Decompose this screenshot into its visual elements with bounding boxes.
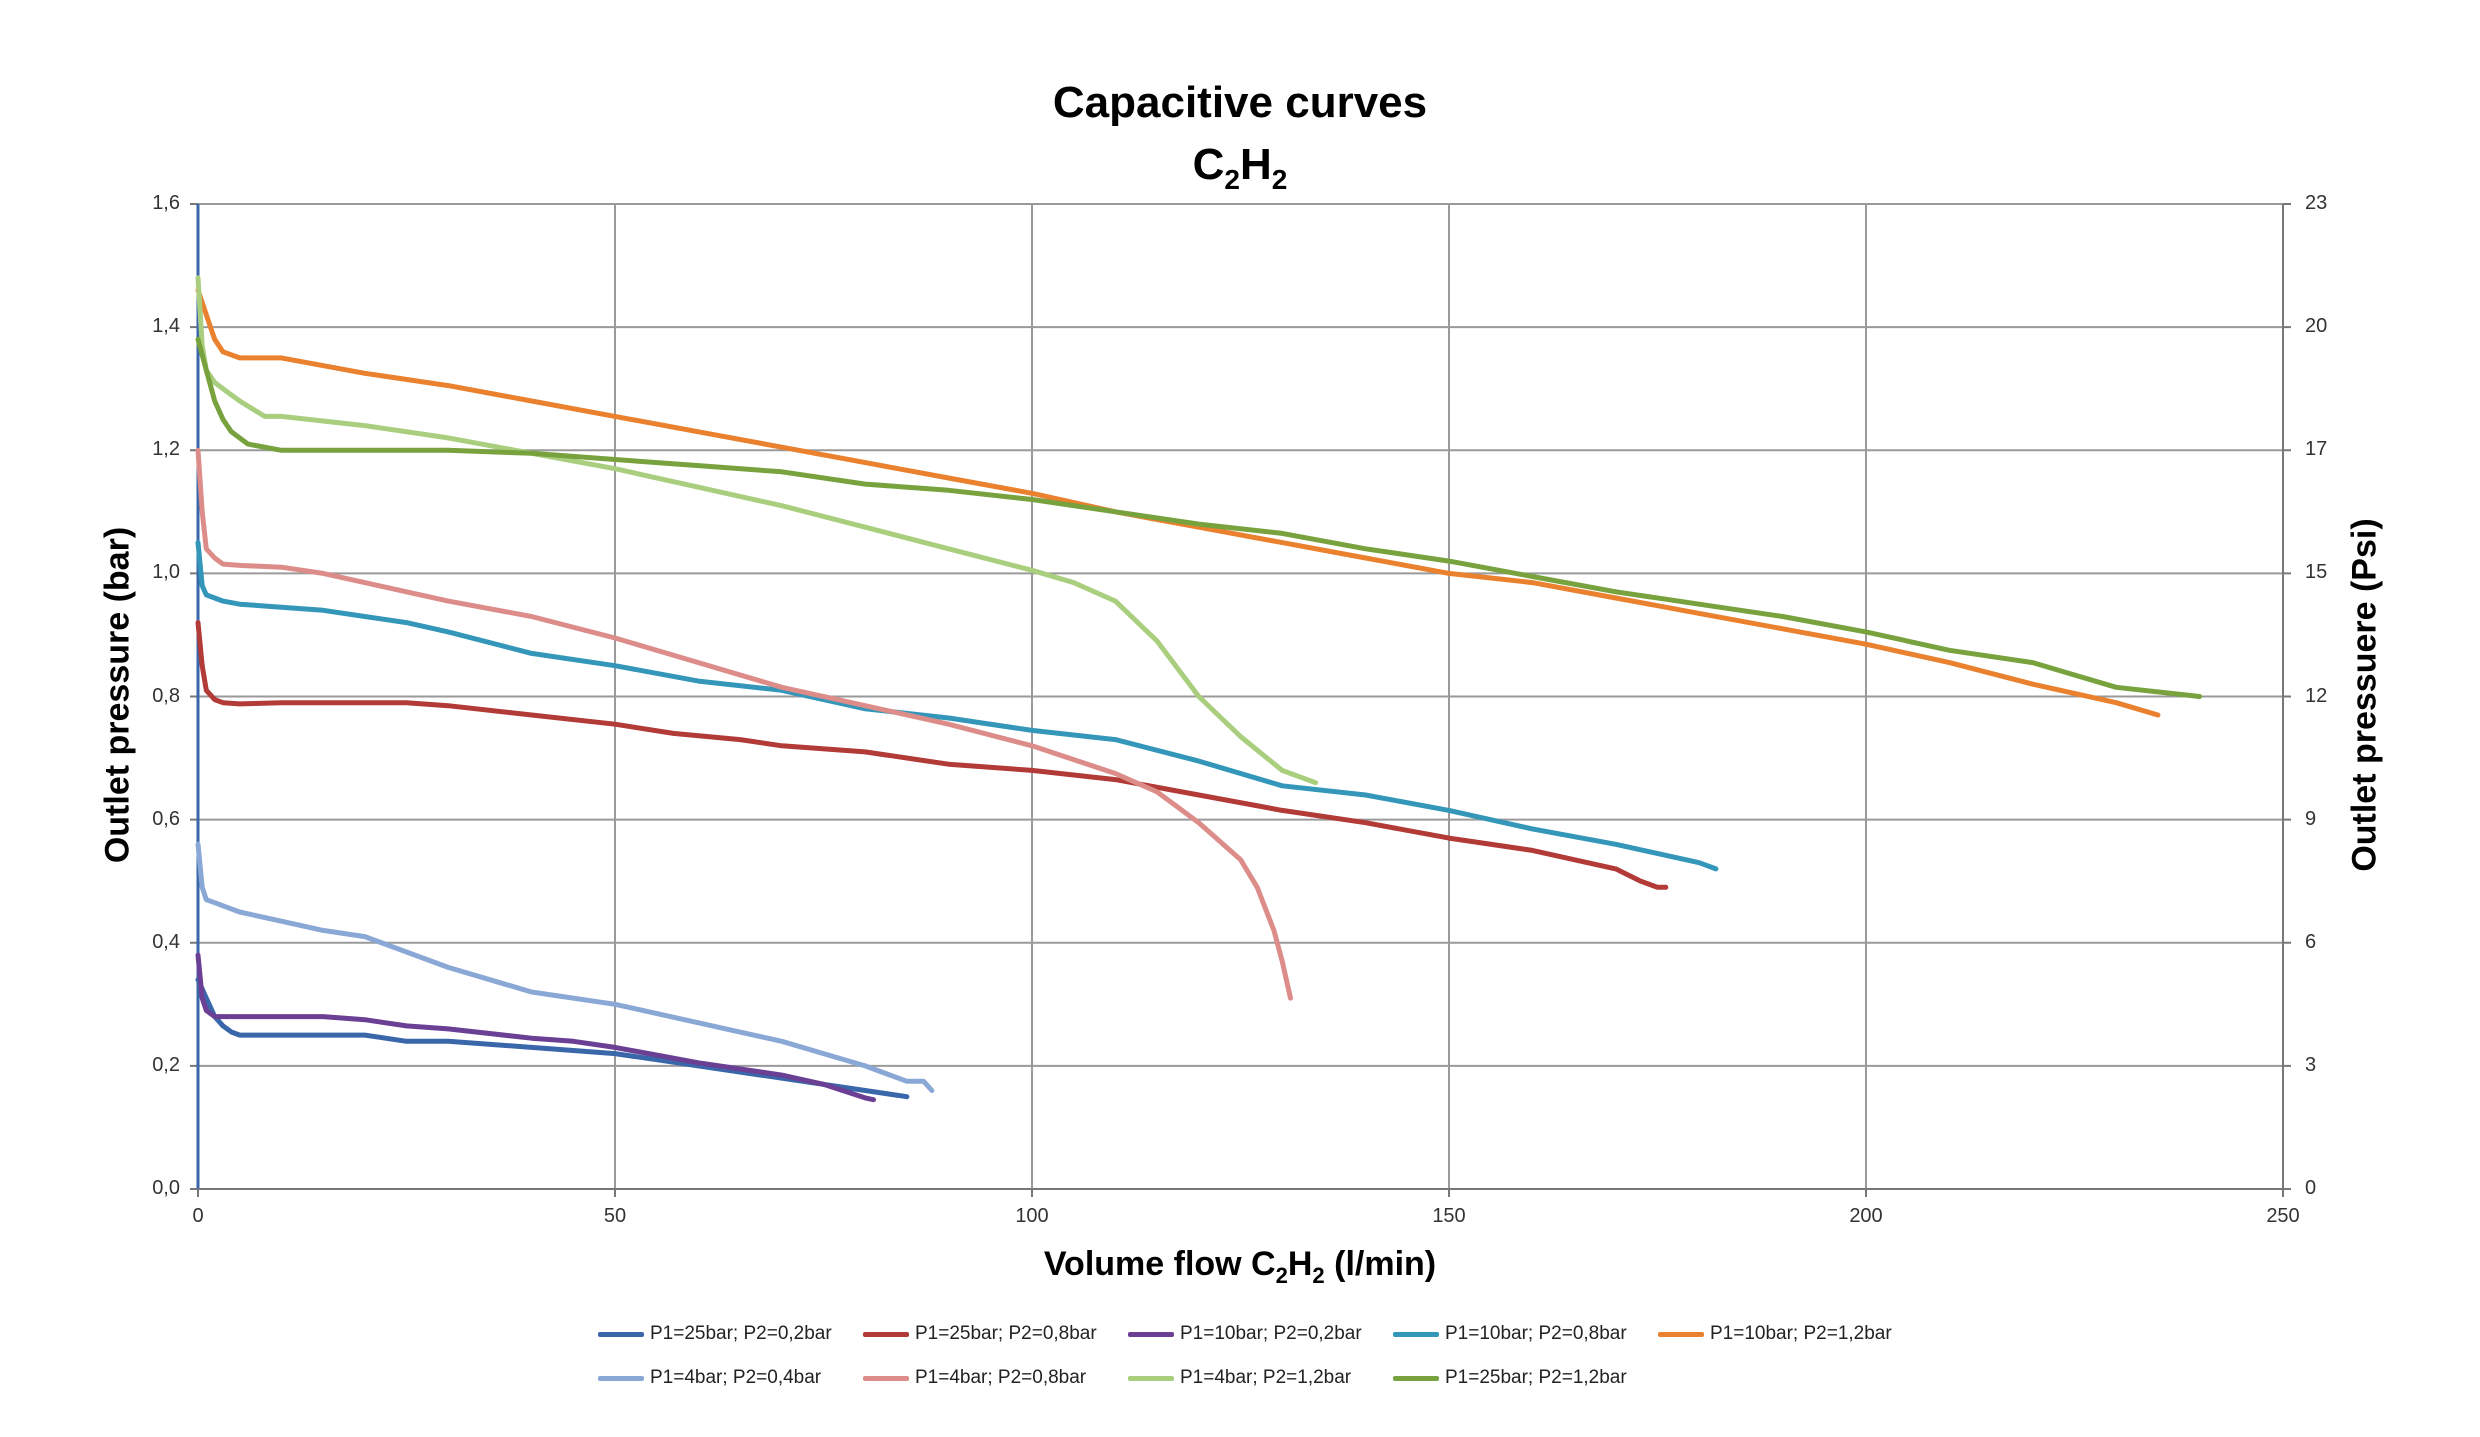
chart-title: Capacitive curves bbox=[1052, 78, 1428, 127]
y-tick-label: 0,2 bbox=[152, 1053, 180, 1076]
legend-swatch bbox=[598, 1375, 644, 1381]
legend-item: P1=25bar; P2=1,2bar bbox=[1393, 1367, 1658, 1389]
x-axis-title: Volume flow C2H2 (l/min) bbox=[1043, 1245, 1437, 1288]
series-line-5 bbox=[195, 287, 2161, 718]
y-tick-label: 1,2 bbox=[152, 438, 180, 461]
legend-item: P1=25bar; P2=0,8bar bbox=[863, 1323, 1128, 1345]
y2-tick-label: 15 bbox=[2305, 561, 2328, 584]
legend-row: P1=4bar; P2=0,4bar P1=4bar; P2=0,8bar P1=4… bbox=[598, 1356, 1998, 1400]
series-line-6 bbox=[195, 841, 935, 1093]
legend-swatch bbox=[1128, 1375, 1174, 1381]
legend-item: P1=10bar; P2=0,2bar bbox=[1128, 1323, 1393, 1345]
series-line-8 bbox=[195, 275, 1319, 786]
legend-item: P1=4bar; P2=0,4bar bbox=[598, 1367, 863, 1389]
legend-swatch bbox=[598, 1331, 644, 1337]
legend-item: P1=10bar; P2=0,8bar bbox=[1393, 1323, 1658, 1345]
y2-tick-label: 12 bbox=[2305, 684, 2328, 707]
legend-item: P1=25bar; P2=0,2bar bbox=[598, 1323, 863, 1345]
legend-label: P1=10bar; P2=1,2bar bbox=[1710, 1323, 1892, 1344]
chart-subtitle: C2H2 bbox=[1192, 140, 1288, 195]
y-tick-label: 1,6 bbox=[152, 192, 180, 214]
y-tick-label: 0,8 bbox=[152, 684, 180, 707]
x-tick-label: 150 bbox=[1432, 1205, 1466, 1227]
y-tick-label: 0,4 bbox=[152, 930, 180, 953]
legend-label: P1=4bar; P2=1,2bar bbox=[1180, 1367, 1352, 1388]
y2-tick-label: 17 bbox=[2305, 438, 2328, 461]
y2-axis-title: Outlet pressuere (Psi) bbox=[2345, 518, 2384, 872]
legend-item: P1=4bar; P2=0,8bar bbox=[863, 1367, 1128, 1389]
y-tick-label: 0,6 bbox=[152, 807, 180, 830]
series-line-7 bbox=[195, 447, 1293, 1001]
y2-tick-label: 3 bbox=[2305, 1053, 2317, 1076]
y-axis-title: Outlet pressure (bar) bbox=[98, 526, 137, 864]
legend-row: P1=25bar; P2=0,2bar P1=25bar; P2=0,8bar P1… bbox=[598, 1312, 1998, 1356]
x-tick-label: 100 bbox=[1015, 1205, 1049, 1227]
y2-tick-label: 0 bbox=[2305, 1177, 2317, 1199]
legend-swatch bbox=[863, 1375, 909, 1381]
legend-label: P1=25bar; P2=0,2bar bbox=[650, 1323, 832, 1344]
legend-item: P1=10bar; P2=1,2bar bbox=[1658, 1323, 1923, 1345]
series-line-2 bbox=[195, 620, 1669, 890]
x-tick-label: 250 bbox=[2266, 1205, 2300, 1227]
legend-swatch bbox=[1393, 1331, 1439, 1337]
y-tick-label: 0,0 bbox=[152, 1177, 180, 1199]
y-tick-label: 1,4 bbox=[152, 315, 180, 338]
legend-label: P1=25bar; P2=1,2bar bbox=[1445, 1367, 1627, 1388]
y2-tick-label: 23 bbox=[2305, 192, 2328, 214]
legend-label: P1=4bar; P2=0,8bar bbox=[915, 1367, 1087, 1388]
legend-swatch bbox=[1128, 1331, 1174, 1337]
legend: P1=25bar; P2=0,2bar P1=25bar; P2=0,8bar P1… bbox=[598, 1312, 1998, 1400]
series-line-4 bbox=[195, 540, 1719, 872]
legend-label: P1=4bar; P2=0,4bar bbox=[650, 1367, 822, 1388]
legend-swatch bbox=[863, 1331, 909, 1337]
y2-tick-label: 6 bbox=[2305, 930, 2317, 953]
y2-tick-label: 9 bbox=[2305, 807, 2317, 830]
series-line-1 bbox=[195, 977, 910, 1100]
series-line-3 bbox=[195, 952, 876, 1103]
x-tick-label: 50 bbox=[603, 1205, 627, 1227]
legend-item: P1=4bar; P2=1,2bar bbox=[1128, 1367, 1393, 1389]
y-tick-label: 1,0 bbox=[152, 561, 180, 584]
y2-tick-label: 20 bbox=[2305, 315, 2328, 338]
series-line-9 bbox=[195, 336, 2203, 699]
x-tick-label: 200 bbox=[1849, 1205, 1883, 1227]
legend-swatch bbox=[1658, 1331, 1704, 1337]
legend-label: P1=10bar; P2=0,8bar bbox=[1445, 1323, 1627, 1344]
legend-swatch bbox=[1393, 1375, 1439, 1381]
legend-label: P1=10bar; P2=0,2bar bbox=[1180, 1323, 1362, 1344]
x-tick-label: 0 bbox=[192, 1205, 204, 1227]
legend-label: P1=25bar; P2=0,8bar bbox=[915, 1323, 1097, 1344]
